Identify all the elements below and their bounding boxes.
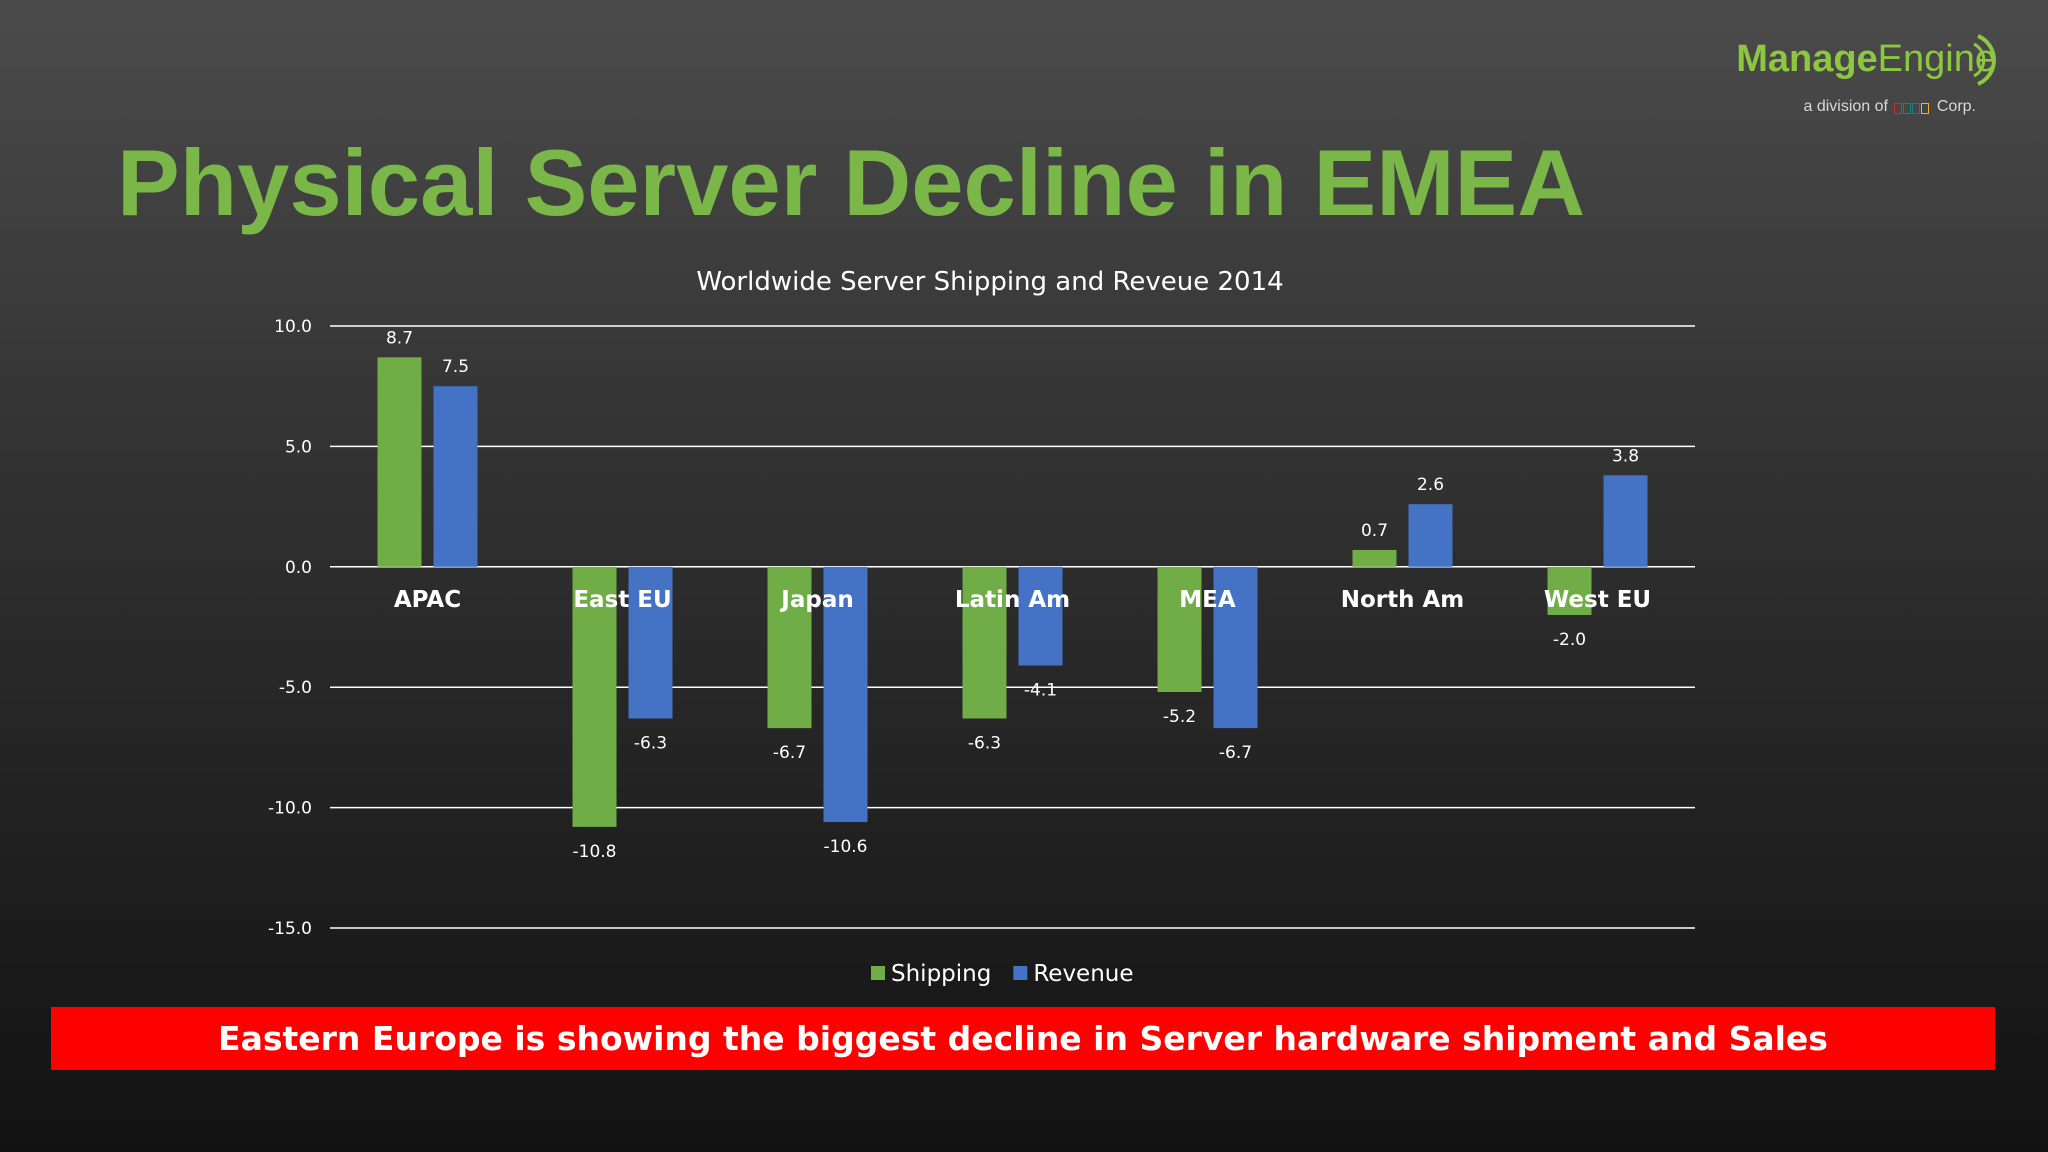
data-label: -10.6 (824, 837, 868, 857)
bar-shipping (377, 357, 422, 567)
legend-label-revenue: Revenue (1033, 961, 1133, 987)
legend-swatch-shipping (871, 966, 885, 980)
bar-revenue (1408, 504, 1453, 567)
bar-revenue (1018, 566, 1063, 666)
y-tick-label: -5.0 (279, 678, 312, 698)
x-tick-label: West EU (1544, 587, 1651, 613)
logo-division-suffix: Corp. (1936, 98, 1976, 115)
chart-title: Worldwide Server Shipping and Reveue 201… (696, 267, 1283, 297)
bar-revenue (823, 566, 868, 823)
bar-revenue (1603, 475, 1648, 567)
data-label: -5.2 (1163, 707, 1196, 727)
bar-shipping (962, 566, 1007, 719)
data-label: -2.0 (1553, 630, 1586, 650)
x-tick-label: Japan (779, 587, 853, 613)
bar-chart: Worldwide Server Shipping and Reveue 201… (268, 267, 1695, 987)
logo-arc-icon (1973, 34, 1996, 86)
x-tick-label: Latin Am (955, 587, 1070, 613)
data-label: -10.8 (573, 842, 617, 862)
bar-shipping (1547, 566, 1592, 615)
bar-shipping (767, 566, 812, 729)
data-label: -6.7 (773, 743, 806, 763)
logo-division-prefix: a division of (1803, 98, 1888, 115)
data-label: 3.8 (1612, 446, 1639, 466)
legend-label-shipping: Shipping (891, 961, 991, 987)
zoho-logo-icon (1894, 101, 1930, 114)
y-tick-label: 10.0 (274, 317, 312, 337)
data-label: 0.7 (1361, 521, 1388, 541)
x-tick-label: APAC (394, 587, 461, 613)
y-tick-label: 5.0 (285, 437, 312, 457)
y-tick-label: 0.0 (285, 558, 312, 578)
bar-revenue (1213, 566, 1258, 729)
bar-shipping (1157, 566, 1202, 693)
x-tick-label: North Am (1341, 587, 1465, 613)
bar-shipping (1352, 549, 1397, 567)
data-label: 8.7 (386, 328, 413, 348)
logo-brand-first: Manage (1736, 38, 1878, 80)
bar-revenue (628, 566, 673, 719)
logo-arc-inner (1973, 42, 1986, 78)
data-labels: 8.7 7.5 APAC -10.8 -6.3 East EU -6.7 -10.6 Japan… (386, 328, 1651, 862)
x-tick-label: East EU (573, 587, 671, 613)
slide-title: Physical Server Decline in EMEA (117, 130, 1586, 235)
data-label: -6.7 (1219, 743, 1252, 763)
y-tick-label: -15.0 (268, 919, 312, 939)
legend-swatch-revenue (1013, 966, 1028, 980)
callout-banner: Eastern Europe is showing the biggest de… (51, 1007, 1995, 1070)
bar-revenue (433, 386, 478, 567)
data-label: 7.5 (442, 357, 469, 377)
bars (377, 357, 1648, 827)
y-tick-label: -10.0 (268, 799, 312, 819)
bar-shipping (572, 566, 617, 827)
data-label: 2.6 (1417, 475, 1444, 495)
data-label: -4.1 (1024, 681, 1057, 701)
grid-lines: 10.0 5.0 0.0 -5.0 -10.0 -15.0 (268, 317, 1695, 939)
x-tick-label: MEA (1179, 587, 1236, 613)
data-label: -6.3 (968, 734, 1001, 754)
logo-subtitle: a division of Corp. (1803, 98, 1976, 116)
legend: Shipping Revenue (871, 961, 1134, 987)
logo-arc-outer (1977, 34, 1996, 86)
manageengine-logo: ManageEngine a division of Corp. (1720, 30, 2010, 125)
data-label: -6.3 (634, 734, 667, 754)
